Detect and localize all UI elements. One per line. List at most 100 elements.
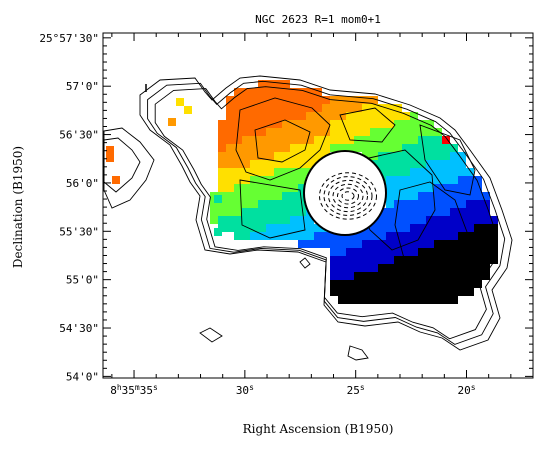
- heatmap-pixel: [258, 224, 266, 232]
- heatmap-pixel: [322, 120, 330, 128]
- heatmap-pixel: [226, 216, 234, 224]
- heatmap-pixel: [322, 112, 330, 120]
- heatmap-pixel: [298, 112, 306, 120]
- heatmap-pixel: [290, 232, 298, 240]
- heatmap-pixel: [386, 288, 394, 296]
- contour-line: [147, 80, 506, 345]
- heatmap-pixel: [474, 272, 482, 280]
- heatmap-pixel: [218, 120, 226, 128]
- heatmap-pixel: [298, 144, 306, 152]
- heatmap-pixel: [442, 152, 450, 160]
- heatmap-pixel: [290, 112, 298, 120]
- heatmap-pixel: [274, 144, 282, 152]
- heatmap-pixel: [410, 168, 418, 176]
- heatmap-pixel: [434, 144, 442, 152]
- heatmap-pixel: [266, 120, 274, 128]
- heatmap-pixel: [394, 160, 402, 168]
- heatmap-pixel: [234, 216, 242, 224]
- heatmap-pixel: [402, 136, 410, 144]
- heatmap-pixel: [450, 160, 458, 168]
- heatmap-pixel: [322, 128, 330, 136]
- heatmap-pixel: [274, 112, 282, 120]
- heatmap-pixel: [282, 136, 290, 144]
- heatmap-pixel: [266, 232, 274, 240]
- heatmap-pixel: [306, 216, 314, 224]
- heatmap-pixel: [426, 144, 434, 152]
- heatmap-pixel: [258, 136, 266, 144]
- heatmap-pixel: [282, 200, 290, 208]
- heatmap-pixel: [490, 240, 498, 248]
- heatmap-pixel: [426, 248, 434, 256]
- heatmap-pixel: [218, 160, 226, 168]
- heatmap-pixel: [338, 272, 346, 280]
- heatmap-pixel: [274, 88, 282, 96]
- heatmap-pixel: [466, 216, 474, 224]
- heatmap-pixel: [426, 184, 434, 192]
- heatmap-pixel: [346, 288, 354, 296]
- heatmap-pixel: [426, 120, 434, 128]
- heatmap-pixel: [434, 136, 442, 144]
- heatmap-pixel: [226, 224, 234, 232]
- heatmap-pixel: [418, 208, 426, 216]
- heatmap-pixel: [370, 240, 378, 248]
- heatmap-pixel: [306, 224, 314, 232]
- heatmap-pixel: [226, 96, 234, 104]
- heatmap-pixel: [322, 144, 330, 152]
- heatmap-pixel: [378, 232, 386, 240]
- heatmap-pixel: [250, 88, 258, 96]
- contour-line: [103, 137, 141, 193]
- heatmap-pixel: [402, 272, 410, 280]
- heatmap-pixel: [386, 280, 394, 288]
- heatmap-pixel: [386, 112, 394, 120]
- heatmap-pixel: [378, 144, 386, 152]
- heatmap-pixel: [214, 195, 222, 203]
- heatmap-pixel: [474, 224, 482, 232]
- heatmap-pixel: [218, 168, 226, 176]
- x-axis: 8h35m35s 30s 25s 20s: [110, 33, 534, 397]
- heatmap-pixel: [370, 288, 378, 296]
- heatmap-pixel: [362, 136, 370, 144]
- heatmap-pixel: [418, 240, 426, 248]
- heatmap-pixel: [184, 106, 192, 114]
- heatmap-pixel: [362, 296, 370, 304]
- heatmap-pixel: [298, 184, 306, 192]
- y-tick-label: 54'0": [66, 370, 99, 383]
- y-tick-label: 56'0": [66, 177, 99, 190]
- heatmap-pixel: [306, 160, 314, 168]
- heatmap-pixel: [234, 136, 242, 144]
- heatmap-pixel: [234, 200, 242, 208]
- heatmap-pixel: [218, 176, 226, 184]
- heatmap-pixel: [362, 104, 370, 112]
- heatmap-pixel: [226, 136, 234, 144]
- heatmap-pixel: [386, 120, 394, 128]
- heatmap-pixel: [418, 176, 426, 184]
- heatmap-pixel: [354, 104, 362, 112]
- heatmap-pixel: [218, 136, 226, 144]
- heatmap-pixel: [426, 256, 434, 264]
- heatmap-pixel: [474, 200, 482, 208]
- heatmap-pixel: [234, 192, 242, 200]
- heatmap-pixel: [450, 176, 458, 184]
- heatmap-pixel: [426, 216, 434, 224]
- heatmap-pixel: [378, 104, 386, 112]
- heatmap-pixel: [346, 256, 354, 264]
- heatmap-pixel: [330, 272, 338, 280]
- heatmap-pixel: [458, 184, 466, 192]
- heatmap-pixel: [418, 296, 426, 304]
- heatmap-pixel: [258, 152, 266, 160]
- heatmap-pixel: [426, 192, 434, 200]
- heatmap-pixel: [450, 296, 458, 304]
- heatmap-pixel: [418, 232, 426, 240]
- heatmap-pixel: [386, 272, 394, 280]
- heatmap-pixel: [250, 104, 258, 112]
- heatmap-pixel: [402, 200, 410, 208]
- heatmap-pixel: [362, 240, 370, 248]
- heatmap-pixel: [402, 112, 410, 120]
- heatmap-pixel: [474, 248, 482, 256]
- heatmap-pixel: [442, 160, 450, 168]
- heatmap-pixel: [450, 240, 458, 248]
- heatmap-pixel: [250, 120, 258, 128]
- heatmap-pixel: [458, 176, 466, 184]
- heatmap-pixel: [234, 208, 242, 216]
- heatmap-pixel: [314, 96, 322, 104]
